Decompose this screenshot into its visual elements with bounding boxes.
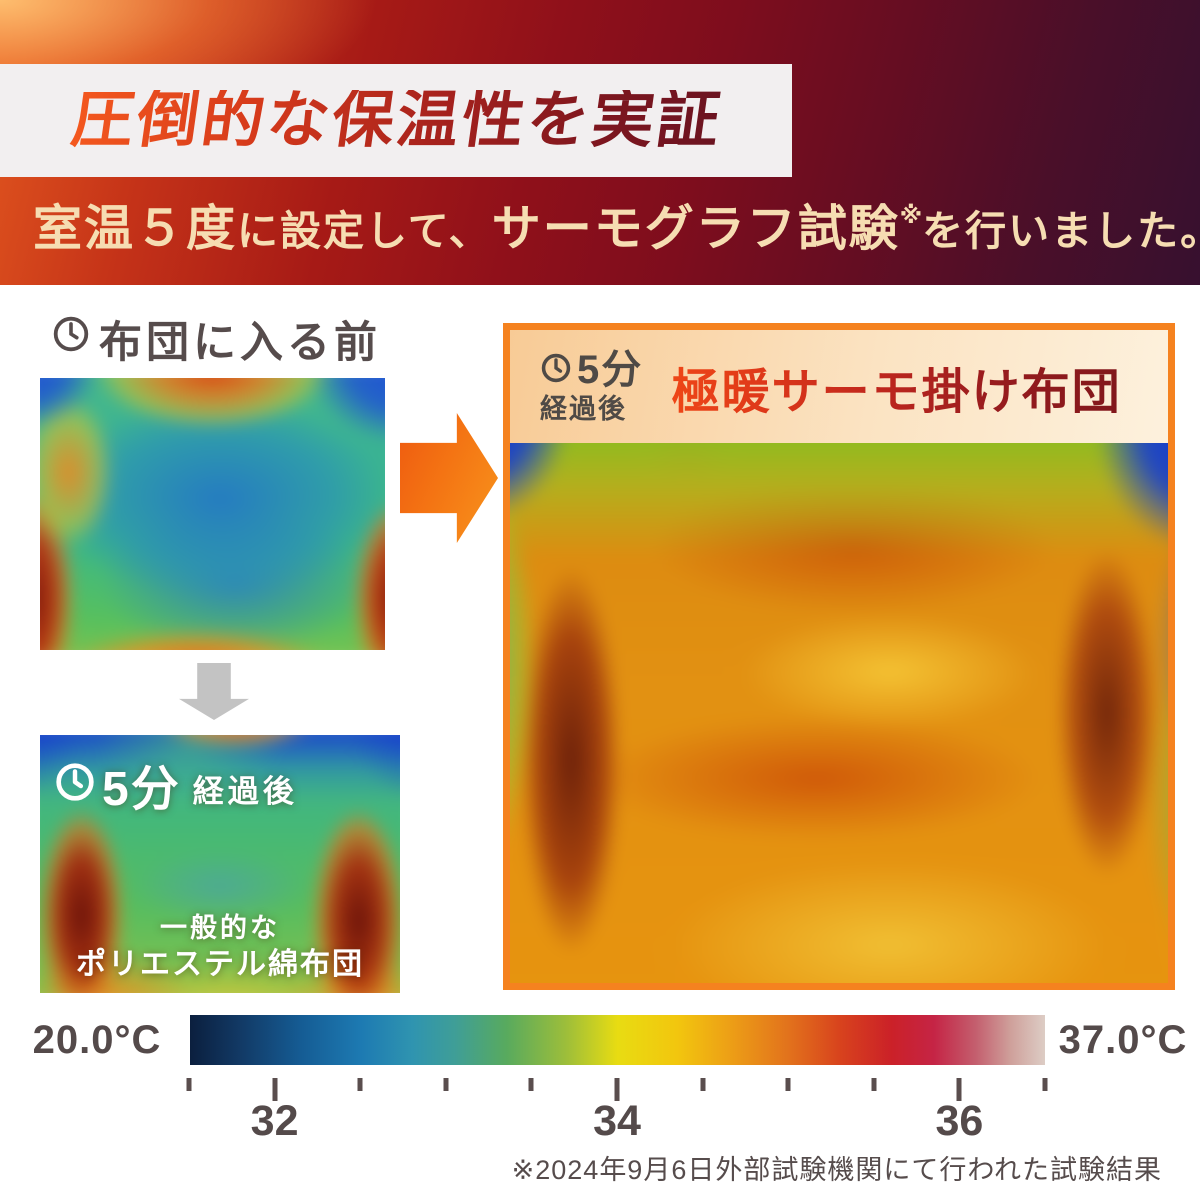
thermal-image-before — [40, 378, 385, 650]
scale-max-label: 37.0°C — [1058, 1018, 1188, 1062]
footnote: ※2024年9月6日外部試験機関にて行われた試験結果 — [511, 1155, 1162, 1185]
elapsed-time-suffix: 経過後 — [540, 394, 627, 424]
subheadline-segment: サーモグラフ試験 — [491, 202, 900, 256]
clock-icon — [52, 315, 90, 364]
thermal-image-general-futon-paint — [40, 735, 400, 993]
scale-tick — [614, 1078, 620, 1101]
scale-tick — [443, 1078, 449, 1091]
scale-tick — [871, 1078, 877, 1091]
page-title: 圧倒的な保温性を実証 — [67, 85, 727, 155]
before-section-label: 布団に入る前 — [52, 308, 381, 370]
headline-box: 圧倒的な保温性を実証 — [0, 64, 792, 177]
arrow-right-icon — [400, 413, 498, 543]
scale-tick — [1042, 1078, 1048, 1091]
thermo-futon-panel-header: 5分 経過後 極暖サーモ掛け布団 — [510, 330, 1168, 443]
elapsed-time-label: 5分 経過後 — [540, 350, 643, 423]
clock-icon — [540, 352, 572, 388]
thermal-image-thermo-futon — [510, 443, 1168, 983]
elapsed-time-value: 5分 — [577, 348, 644, 392]
scale-min-label: 20.0°C — [32, 1018, 162, 1062]
general-futon-caption: 一般的な ポリエステル綿布団 — [40, 912, 400, 983]
before-section-label-text: 布団に入る前 — [99, 319, 381, 367]
scale-tick — [956, 1078, 962, 1101]
elapsed-time-suffix: 経過後 — [192, 773, 298, 809]
subheadline: 室温５度に設定して、サーモグラフ試験※を行いました。 — [33, 198, 1200, 262]
thermal-image-before-paint — [40, 378, 385, 650]
scale-tick — [785, 1078, 791, 1091]
scale-tick — [700, 1078, 706, 1091]
footnote-reference-mark: ※ — [899, 202, 923, 228]
subheadline-segment: を行いました。 — [922, 208, 1200, 254]
thermo-futon-title: 極暖サーモ掛け布団 — [643, 352, 1150, 422]
thermo-futon-panel: 5分 経過後 極暖サーモ掛け布団 — [503, 323, 1175, 990]
temperature-gradient-bar — [190, 1015, 1045, 1065]
scale-tick — [357, 1078, 363, 1091]
scale-tick — [272, 1078, 278, 1101]
hero-banner: 圧倒的な保温性を実証 室温５度に設定して、サーモグラフ試験※を行いました。 — [0, 0, 1200, 285]
general-futon-caption-line2: ポリエステル綿布団 — [76, 947, 364, 981]
scale-tick-label: 32 — [250, 1097, 299, 1145]
scale-tick — [186, 1078, 192, 1091]
scale-tick-label: 36 — [935, 1097, 984, 1145]
subheadline-segment: 室温５度 — [33, 202, 238, 256]
arrow-down-icon — [179, 663, 249, 720]
thermal-image-general-futon: 5分 経過後 一般的な ポリエステル綿布団 — [40, 735, 400, 993]
thermal-image-thermo-futon-paint — [510, 443, 1168, 983]
clock-icon — [54, 761, 96, 808]
general-futon-caption-line1: 一般的な — [160, 912, 280, 943]
elapsed-time-label: 5分 経過後 — [54, 749, 298, 819]
elapsed-time-value: 5分 — [102, 763, 181, 816]
subheadline-segment: に設定して、 — [237, 208, 492, 254]
scale-tick-label: 34 — [593, 1097, 641, 1145]
scale-tick — [528, 1078, 534, 1091]
